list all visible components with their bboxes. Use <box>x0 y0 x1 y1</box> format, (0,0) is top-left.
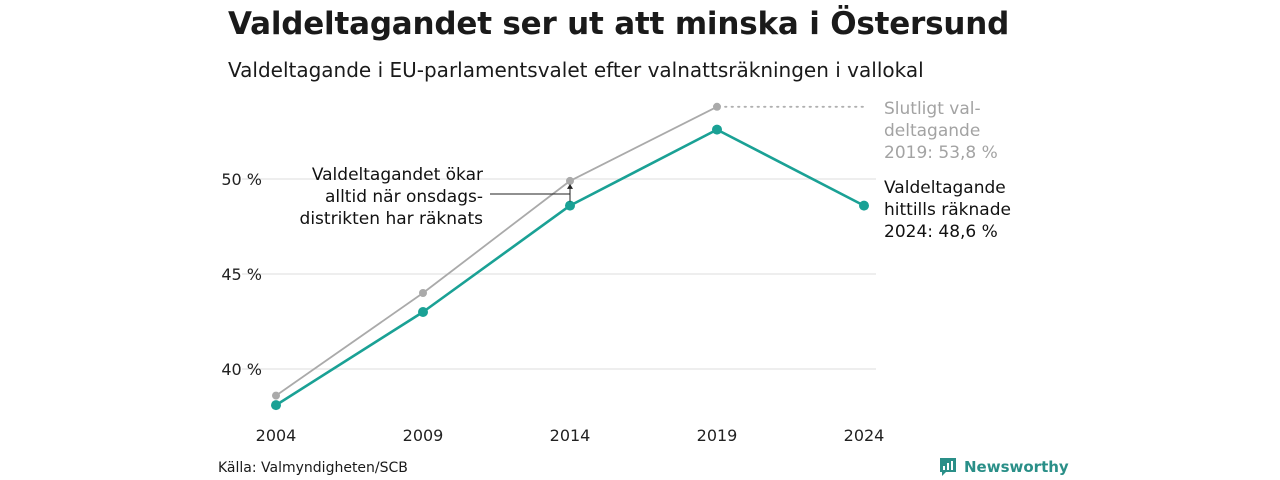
data-point-count <box>418 307 428 317</box>
y-tick-label: 40 % <box>221 360 262 379</box>
chart-subtitle: Valdeltagande i EU-parlamentsvalet efter… <box>228 58 924 82</box>
series-line-final <box>275 105 718 397</box>
newsworthy-logo-text: Newsworthy <box>964 458 1069 476</box>
data-point-final <box>419 289 427 297</box>
data-point-final <box>713 102 721 111</box>
x-tick-label: 2014 <box>550 426 591 445</box>
x-tick-label: 2019 <box>697 426 738 445</box>
x-tick-label: 2004 <box>256 426 297 445</box>
data-point-final <box>272 391 280 400</box>
source-note: Källa: Valmyndigheten/SCB <box>218 460 408 476</box>
annotation-count-2024: Valdeltagande hittills räknade 2024: 48,6 … <box>884 178 1011 242</box>
data-point-count <box>859 200 869 211</box>
chart-title: Valdeltagandet ser ut att minska i Öster… <box>228 6 1010 42</box>
newsworthy-logo: Newsworthy <box>938 456 1069 478</box>
x-tick-label: 2009 <box>403 426 444 445</box>
data-point-count <box>271 400 281 411</box>
x-tick-label: 2024 <box>844 426 885 445</box>
annotation-final-2019: Slutligt val-deltagande 2019: 53,8 % <box>884 99 998 163</box>
newsworthy-logo-icon <box>940 458 956 476</box>
y-tick-label: 50 % <box>221 170 262 189</box>
data-point-count <box>712 124 722 135</box>
y-tick-label: 45 % <box>221 265 262 284</box>
data-point-count <box>565 200 575 211</box>
annotation-wednesday: Valdeltagandet ökar alltid när onsdags-di… <box>300 165 484 229</box>
annotation-arrowhead <box>567 183 573 189</box>
data-point-final <box>566 176 574 185</box>
